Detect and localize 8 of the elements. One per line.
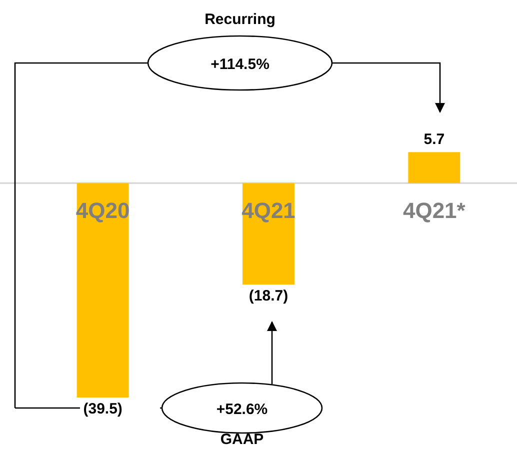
text: GAAP: [220, 431, 264, 448]
data-label: (18.7): [248, 288, 288, 305]
text: Recurring: [204, 11, 276, 28]
x-tick-label: 4Q21*: [402, 198, 466, 224]
data-label: (39.5): [83, 400, 122, 418]
text: +52.6%: [216, 401, 268, 418]
data-label: 5.7: [424, 131, 445, 148]
text: +114.5%: [210, 56, 270, 73]
